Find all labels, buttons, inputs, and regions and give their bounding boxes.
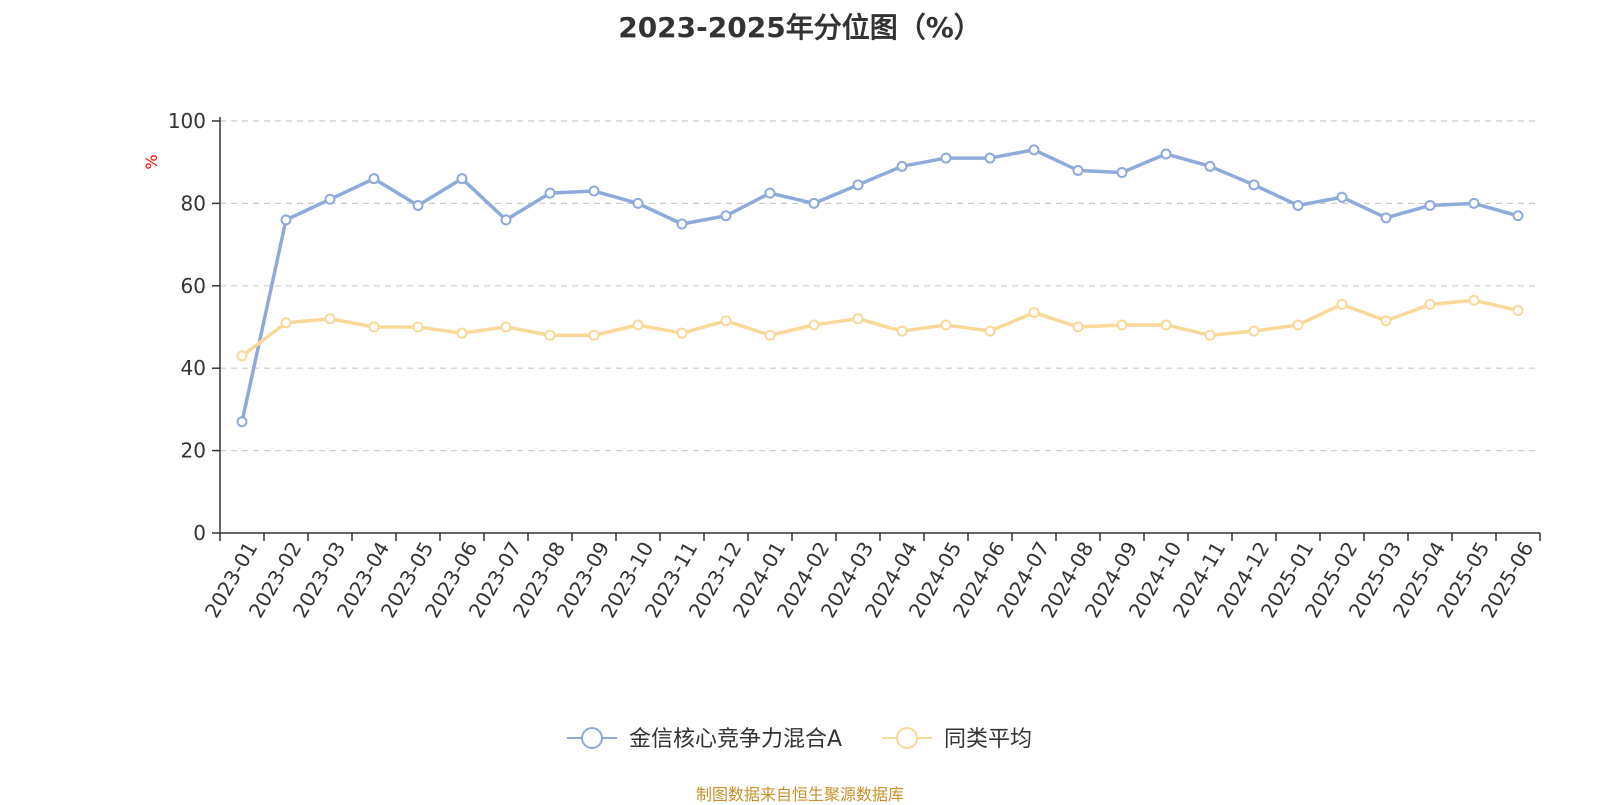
data-point [764, 329, 776, 341]
data-point [1292, 199, 1304, 211]
legend-marker-icon [896, 727, 918, 749]
legend-marker-icon [581, 727, 603, 749]
data-point [720, 210, 732, 222]
data-point [588, 185, 600, 197]
data-point [500, 321, 512, 333]
series-2 [236, 294, 1524, 362]
data-point [1336, 191, 1348, 203]
data-point [1248, 325, 1260, 337]
data-point [1424, 199, 1436, 211]
data-point [280, 214, 292, 226]
data-point [1116, 167, 1128, 178]
data-point [236, 416, 248, 428]
series-1 [236, 144, 1524, 428]
data-point [1072, 164, 1084, 176]
chart-title: 2023-2025年分位图（%） [618, 11, 982, 44]
data-point [412, 321, 424, 333]
data-point [500, 214, 512, 226]
data-point [1248, 179, 1260, 191]
data-point [940, 152, 952, 164]
data-point [1380, 315, 1392, 327]
data-point [764, 187, 776, 199]
data-point [1512, 210, 1524, 222]
data-point [940, 319, 952, 331]
data-point [852, 313, 864, 325]
data-point [1424, 298, 1436, 310]
data-point [852, 179, 864, 191]
legend-item-2[interactable]: 同类平均 [882, 727, 1032, 752]
series-line [240, 298, 1520, 358]
data-point [368, 321, 380, 333]
data-point [1468, 197, 1480, 209]
legend-item-1[interactable]: 金信核心竞争力混合A [567, 727, 842, 752]
data-point [588, 329, 600, 341]
data-point [1204, 329, 1216, 341]
legend[interactable]: 金信核心竞争力混合A 同类平均 [567, 727, 1032, 752]
data-point [544, 187, 556, 199]
data-point [984, 152, 996, 164]
data-point [324, 193, 336, 205]
data-point [1160, 148, 1172, 160]
y-tick-label: 40 [181, 356, 206, 380]
data-point [544, 329, 556, 341]
y-axis-label: % [142, 154, 161, 169]
data-point [1292, 319, 1304, 331]
data-point [1204, 160, 1216, 172]
data-point [1028, 144, 1040, 156]
data-point [412, 199, 424, 211]
data-point [1072, 321, 1084, 333]
data-point [676, 218, 688, 230]
data-point [368, 173, 380, 185]
legend-label: 同类平均 [944, 727, 1032, 752]
data-point [896, 325, 908, 337]
data-point [1028, 307, 1040, 319]
data-point [1468, 294, 1480, 306]
data-point [456, 327, 468, 339]
grid-lines [220, 120, 1540, 452]
data-point [808, 319, 820, 331]
data-point [1160, 319, 1172, 331]
y-tick-label: 60 [181, 274, 206, 298]
y-tick-label: 0 [193, 521, 206, 545]
data-point [632, 197, 644, 209]
data-point [984, 325, 996, 337]
y-tick-label: 20 [181, 439, 206, 463]
y-tick-label: 80 [181, 191, 206, 215]
data-point [676, 327, 688, 339]
data-point [324, 313, 336, 325]
data-point [1116, 319, 1128, 331]
series [236, 144, 1524, 428]
data-point [632, 319, 644, 331]
data-point [456, 173, 468, 185]
series-line [240, 148, 1520, 424]
data-point [896, 160, 908, 172]
data-point [236, 350, 248, 362]
data-point [1380, 212, 1392, 224]
data-point [720, 315, 732, 327]
data-point [1336, 298, 1348, 310]
data-point [808, 197, 820, 209]
source-note: 制图数据来自恒生聚源数据库 [695, 785, 904, 804]
data-point [1512, 305, 1524, 317]
legend-label: 金信核心竞争力混合A [629, 727, 842, 752]
y-tick-label: 100 [168, 109, 206, 133]
data-point [280, 317, 292, 329]
